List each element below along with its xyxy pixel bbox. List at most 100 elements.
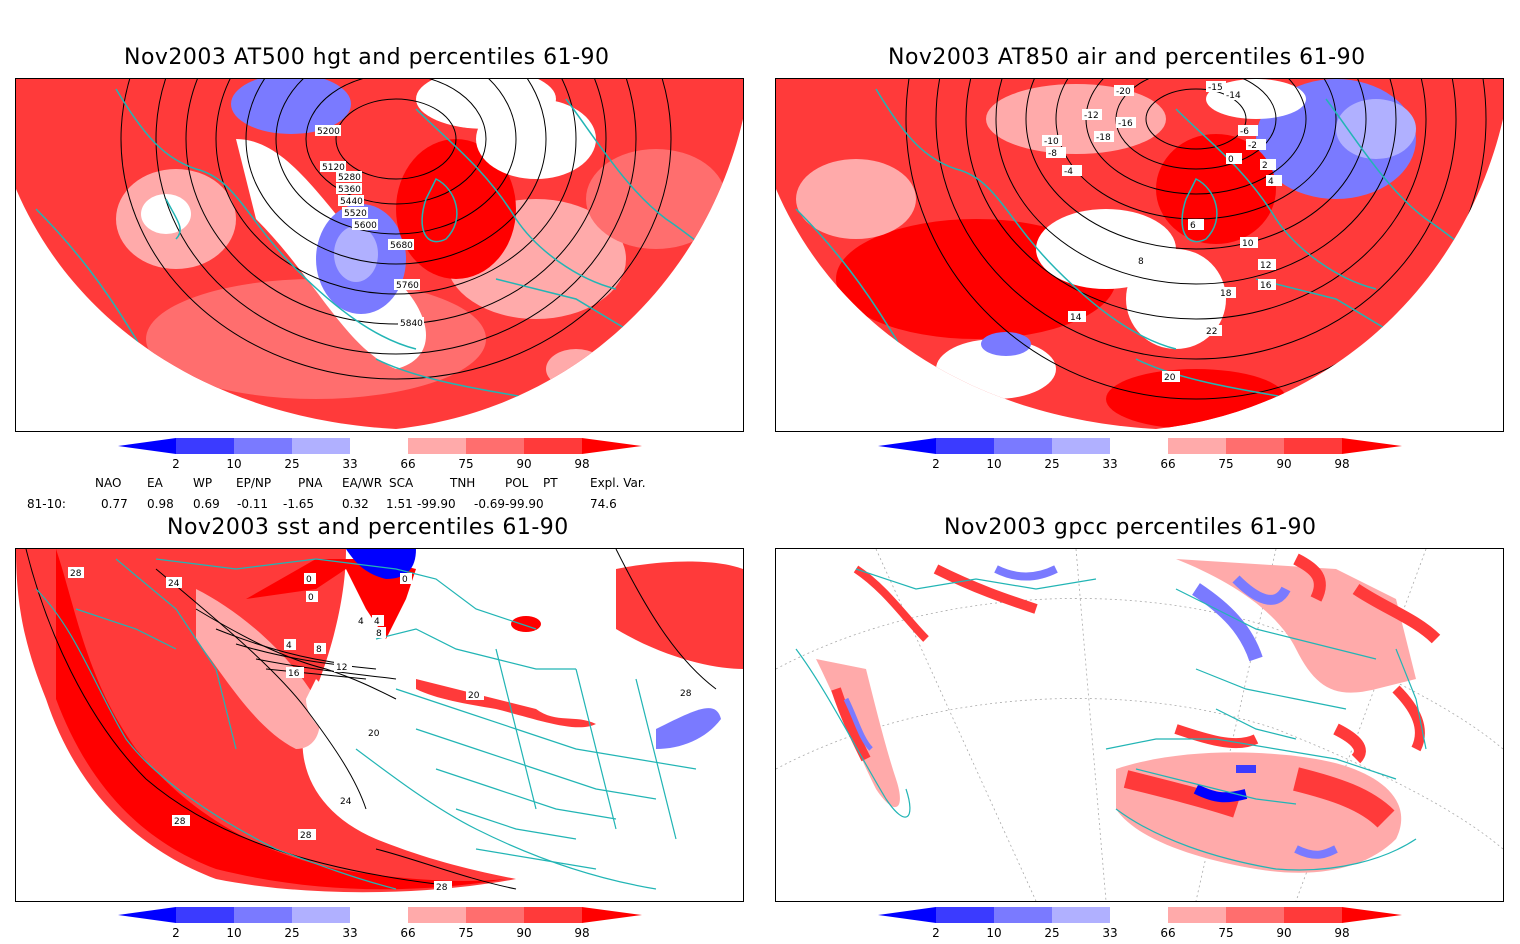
panel-title-hgt500: Nov2003 AT500 hgt and percentiles 61-90 (124, 45, 610, 70)
contour-label: 4 (374, 617, 380, 627)
contour-label: 0 (308, 593, 314, 603)
map-panel-hgt500: 5120 5200 5280 5360 5440 5520 5600 5680 … (15, 78, 744, 432)
index-header-tnh: TNH (449, 476, 475, 490)
panel-title-air850: Nov2003 AT850 air and percentiles 61-90 (888, 45, 1366, 70)
map-panel-gpcc (775, 548, 1504, 902)
index-value-explvar: 74.6 (590, 497, 617, 511)
contour-label: 14 (1070, 313, 1082, 323)
colorbar-tick: 2 (932, 457, 940, 471)
index-header-pt: PT (543, 476, 558, 490)
colorbar-tick: 75 (458, 457, 473, 471)
contour-label: -18 (1096, 133, 1111, 143)
colorbar-tick: 75 (1218, 457, 1233, 471)
contour-label: 10 (1242, 239, 1254, 249)
index-value-ea: 0.98 (147, 497, 174, 511)
colorbar-tick: 90 (1276, 926, 1291, 940)
contour-label: -20 (1116, 87, 1131, 97)
index-header-wp: WP (193, 476, 212, 490)
contour-label: 28 (680, 689, 692, 699)
colorbar-tick: 25 (1044, 457, 1059, 471)
index-header-explvar: Expl. Var. (590, 476, 646, 490)
contour-label: 5360 (338, 185, 361, 195)
index-value-pol: -0.69 (474, 497, 505, 511)
contour-label: -14 (1226, 91, 1241, 101)
index-header-nao: NAO (95, 476, 121, 490)
colorbar-tick: 10 (226, 457, 241, 471)
colorbar-tick: 25 (1044, 926, 1059, 940)
colorbar-tick: 98 (1334, 926, 1349, 940)
contour-label: 20 (1164, 373, 1176, 383)
panel-title-sst: Nov2003 sst and percentiles 61-90 (167, 515, 569, 540)
contour-label: 24 (340, 797, 352, 807)
colorbar-tick: 90 (516, 457, 531, 471)
contour-label: -10 (1044, 137, 1059, 147)
contour-label: -2 (1248, 141, 1257, 151)
contour-label: 5520 (344, 209, 367, 219)
index-row-label: 81-10: (27, 497, 66, 511)
colorbar-tick: 98 (1334, 457, 1349, 471)
contour-label: -15 (1208, 83, 1223, 93)
contour-label: 4 (358, 617, 364, 627)
colorbar-tick: 25 (284, 457, 299, 471)
contour-label: 12 (1260, 261, 1271, 271)
colorbar-tick: 66 (400, 926, 415, 940)
index-value-epnp: -0.11 (237, 497, 268, 511)
colorbar-tick: 90 (1276, 457, 1291, 471)
contour-label: 16 (1260, 281, 1272, 291)
contour-label: 28 (174, 817, 186, 827)
contour-label: 8 (316, 645, 322, 655)
contour-label: 0 (306, 575, 312, 585)
index-value-nao: 0.77 (101, 497, 128, 511)
colorbar-tick: 33 (342, 457, 357, 471)
contour-label: 22 (1206, 327, 1217, 337)
colorbar-tick: 2 (172, 926, 180, 940)
index-value-pt: -99.90 (505, 497, 544, 511)
contour-label: -16 (1118, 119, 1133, 129)
colorbar-tick: 25 (284, 926, 299, 940)
contour-label: 4 (1268, 177, 1274, 187)
map-panel-sst: 28 24 0 0 0 4 4 4 8 8 12 16 20 20 24 28 … (15, 548, 744, 902)
contour-label: 4 (286, 641, 292, 651)
contour-label: 6 (1190, 221, 1196, 231)
contour-label: 5840 (400, 319, 423, 329)
contour-label: 8 (376, 629, 382, 639)
contour-label: 18 (1220, 289, 1232, 299)
map-panel-air850: -20 -18 -16 -15 -14 -12 -10 -8 -6 -4 -2 … (775, 78, 1504, 432)
colorbar-tick: 33 (342, 926, 357, 940)
contour-label: 28 (300, 831, 312, 841)
colorbar-tick: 33 (1102, 457, 1117, 471)
index-header-eawr: EA/WR (342, 476, 382, 490)
contour-label: -8 (1048, 149, 1057, 159)
contour-label: -12 (1084, 111, 1099, 121)
colorbar-tick: 98 (574, 926, 589, 940)
indices-table: NAO EA WP EP/NP PNA EA/WR SCA TNH POL PT… (0, 476, 760, 516)
colorbar-tick: 66 (1160, 926, 1175, 940)
contour-label: 16 (288, 669, 300, 679)
contour-label: 5440 (340, 197, 363, 207)
contour-label: 20 (468, 691, 480, 701)
colorbar-tick: 2 (932, 926, 940, 940)
contour-label: 0 (1228, 155, 1234, 165)
colorbar-gpcc: 2 10 25 33 66 75 90 98 (870, 907, 1410, 940)
colorbar-tick: 66 (400, 457, 415, 471)
contour-label: 20 (368, 729, 380, 739)
contour-label: 0 (402, 575, 408, 585)
contour-label: 12 (336, 663, 347, 673)
index-value-pna: -1.65 (283, 497, 314, 511)
contour-label: -4 (1064, 167, 1073, 177)
colorbar-sst: 2 10 25 33 66 75 90 98 (110, 907, 650, 940)
contour-label: 5280 (338, 173, 361, 183)
index-header-sca: SCA (389, 476, 414, 490)
contour-label: 24 (168, 579, 180, 589)
colorbar-svg: 2 10 25 33 66 75 90 98 (118, 438, 642, 471)
contour-label: 5760 (396, 281, 419, 291)
contour-label: 2 (1262, 161, 1268, 171)
colorbar-air850: 2 10 25 33 66 75 90 98 (870, 438, 1410, 472)
colorbar-tick: 90 (516, 926, 531, 940)
colorbar-tick: 33 (1102, 926, 1117, 940)
colorbar-tick: 10 (226, 926, 241, 940)
panel-title-gpcc: Nov2003 gpcc percentiles 61-90 (944, 515, 1317, 540)
colorbar-hgt500: 2 10 25 33 66 75 90 98 (110, 438, 650, 472)
contour-label: 28 (70, 569, 82, 579)
contour-label: 5200 (317, 127, 340, 137)
